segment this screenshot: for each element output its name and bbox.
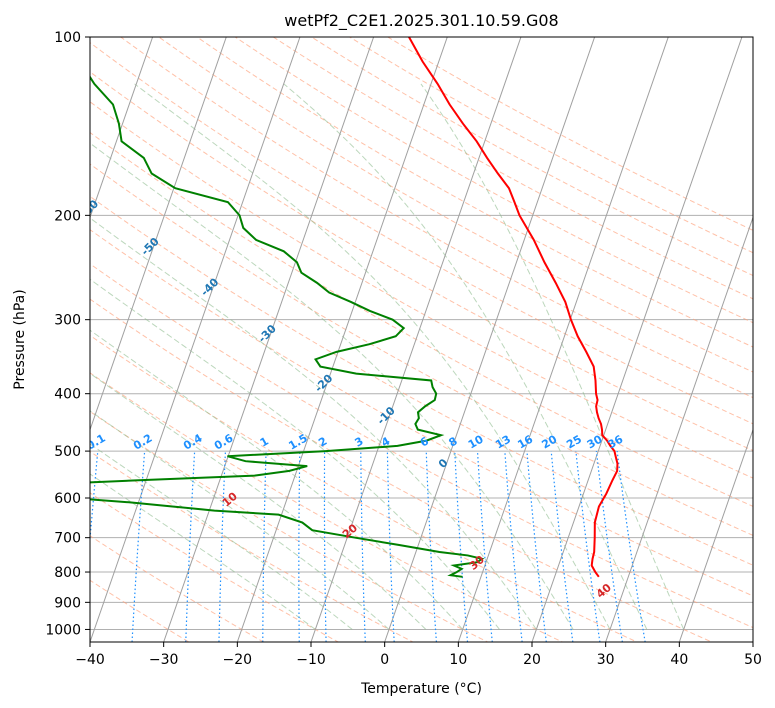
x-axis-ticks: −40 −30 −20 −10 0 10 20 30 40 50 <box>75 642 762 668</box>
dry-adiabat-line <box>90 131 753 507</box>
y-axis-ticks: 100 200 300 400 500 600 700 800 900 1000 <box>45 30 90 638</box>
y-tick-label: 900 <box>54 595 81 611</box>
moist-adiabat-line <box>90 142 574 630</box>
dry-adiabat-line <box>272 37 753 300</box>
mixing-ratio-line <box>595 451 623 642</box>
moist-adiabat-line <box>90 217 537 630</box>
dry-adiabat-line <box>310 37 753 277</box>
dry-adiabat-line <box>90 535 265 642</box>
y-tick-label: 400 <box>54 387 81 403</box>
x-tick-label: 0 <box>380 652 389 668</box>
x-tick-label: −20 <box>223 652 253 668</box>
dry-adiabat-line <box>157 37 753 373</box>
plot-frame <box>89 36 754 643</box>
dry-adiabat-line <box>119 37 753 399</box>
moist-adiabat-line <box>90 473 316 630</box>
mixing-ratio-line <box>504 451 523 642</box>
dry-adiabat-line <box>90 42 753 425</box>
x-tick-label: 30 <box>597 652 615 668</box>
sounding-profiles <box>90 37 619 578</box>
mixing-ratio-line <box>218 451 227 642</box>
isotherm-line <box>457 37 669 642</box>
moist-adiabat-line <box>420 83 685 630</box>
dry-adiabat-line <box>90 410 489 642</box>
moist-adiabat-line <box>134 83 611 630</box>
mixing-ratio-line <box>575 451 601 642</box>
isotherm-line <box>236 37 448 642</box>
x-tick-label: −30 <box>149 652 179 668</box>
mixing-ratio-line <box>262 451 267 642</box>
mixing-ratio-line <box>454 451 469 642</box>
isotherm-label: -60 <box>78 197 101 220</box>
mixing-ratio-line <box>360 451 366 642</box>
mixing-ratio-line <box>90 451 99 547</box>
dry-adiabat-line <box>90 334 639 642</box>
x-tick-label: 50 <box>744 652 762 668</box>
plot-area: 0.10.20.40.611.52346810131620253036-100-… <box>78 37 753 642</box>
chart-title: wetPf2_C2E1.2025.301.10.59.G08 <box>284 11 558 31</box>
mixing-ratio-line <box>185 451 196 642</box>
y-tick-label: 300 <box>54 313 81 329</box>
dry-adiabat-line <box>90 372 564 642</box>
mixing-ratio-line <box>131 451 146 642</box>
mixing-ratio-line <box>386 451 395 642</box>
mixing-ratio-line <box>616 451 646 642</box>
x-axis-title: Temperature (°C) <box>360 681 482 697</box>
isotherms <box>90 37 753 642</box>
mixing-ratio-line <box>550 451 574 642</box>
dry-adiabat-line <box>90 71 753 452</box>
moist-adiabat-line <box>90 410 390 630</box>
isotherm-line <box>90 37 301 642</box>
mixing-ratio-lines <box>90 451 646 642</box>
x-tick-label: 20 <box>523 652 541 668</box>
y-tick-label: 800 <box>54 565 81 581</box>
isotherm-line <box>678 428 753 642</box>
temperature-profile <box>408 37 619 578</box>
moist-adiabat-line <box>90 372 427 630</box>
y-tick-label: 500 <box>54 444 81 460</box>
dewpoint-profile <box>90 75 485 578</box>
y-tick-label: 700 <box>54 531 81 547</box>
dry-adiabat-line <box>90 195 753 566</box>
isotherm-line <box>605 215 753 642</box>
y-tick-label: 100 <box>54 30 81 46</box>
isotherm-line <box>90 37 227 432</box>
pressure-gridlines <box>90 37 753 630</box>
x-tick-label: 10 <box>449 652 467 668</box>
mixing-ratio-line <box>323 451 327 642</box>
isotherm-line <box>163 37 375 642</box>
mixing-ratio-line <box>526 451 547 642</box>
dry-adiabats <box>90 37 753 642</box>
moist-adiabats <box>90 83 685 630</box>
moist-adiabat-line <box>283 83 648 630</box>
x-tick-label: −10 <box>296 652 326 668</box>
moist-adiabat-line <box>90 329 464 630</box>
y-tick-label: 200 <box>54 208 81 224</box>
y-tick-label: 600 <box>54 491 81 507</box>
y-axis-title: Pressure (hPa) <box>12 289 28 389</box>
mixing-ratio-line <box>476 451 493 642</box>
dry-adiabat-line <box>90 450 414 642</box>
isotherm-line <box>310 37 522 642</box>
x-tick-label: 40 <box>670 652 688 668</box>
dry-adiabat-line <box>386 37 753 231</box>
dry-adiabat-line <box>90 492 340 642</box>
dry-adiabat-line <box>348 37 753 254</box>
y-tick-label: 1000 <box>45 622 81 638</box>
moist-adiabat-line <box>90 278 500 630</box>
mixing-ratio-line <box>298 451 301 642</box>
dry-adiabat-line <box>90 263 753 629</box>
isotherm-line <box>90 37 154 219</box>
isotherm-line <box>531 37 743 642</box>
x-tick-label: −40 <box>75 652 105 668</box>
mixing-ratio-line <box>425 451 438 642</box>
